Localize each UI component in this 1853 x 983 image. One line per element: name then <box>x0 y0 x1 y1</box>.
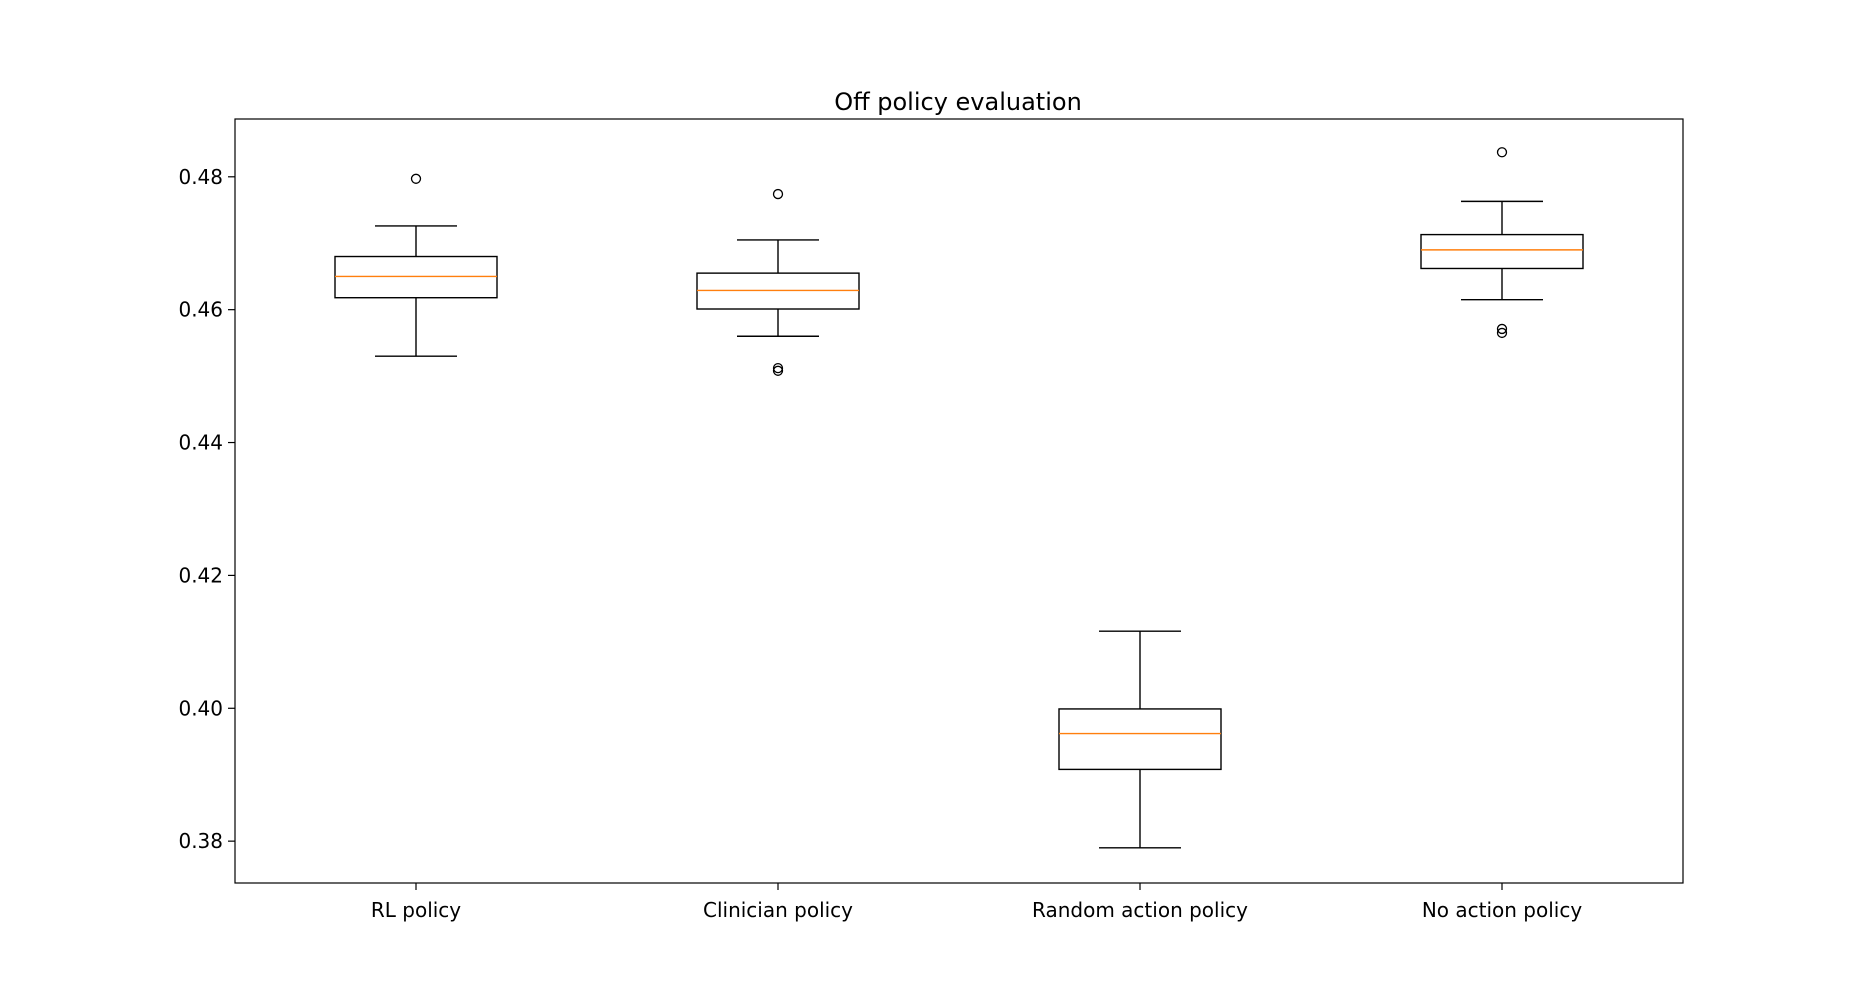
y-tick-label: 0.42 <box>178 563 223 587</box>
chart-title: Off policy evaluation <box>834 88 1082 116</box>
outlier-point <box>1496 323 1508 335</box>
y-tick-label: 0.48 <box>178 165 223 189</box>
outlier-point <box>410 173 422 184</box>
outlier-point <box>772 188 784 200</box>
y-tick-label: 0.38 <box>178 829 223 853</box>
outlier-point <box>1496 147 1508 158</box>
y-tick-label: 0.46 <box>178 298 223 322</box>
box-iqr <box>1420 233 1584 270</box>
y-tick-label: 0.40 <box>178 696 223 720</box>
x-tick-label: No action policy <box>1422 898 1583 922</box>
outlier-point <box>772 365 784 376</box>
outlier-point <box>1496 327 1508 339</box>
plot-frame <box>234 118 1684 884</box>
x-tick-label: RL policy <box>371 898 461 922</box>
outlier-point <box>772 362 784 374</box>
box-iqr <box>1058 708 1222 771</box>
x-tick-label: Clinician policy <box>703 898 853 922</box>
y-tick-label: 0.44 <box>178 431 223 455</box>
x-tick-label: Random action policy <box>1032 898 1248 922</box>
